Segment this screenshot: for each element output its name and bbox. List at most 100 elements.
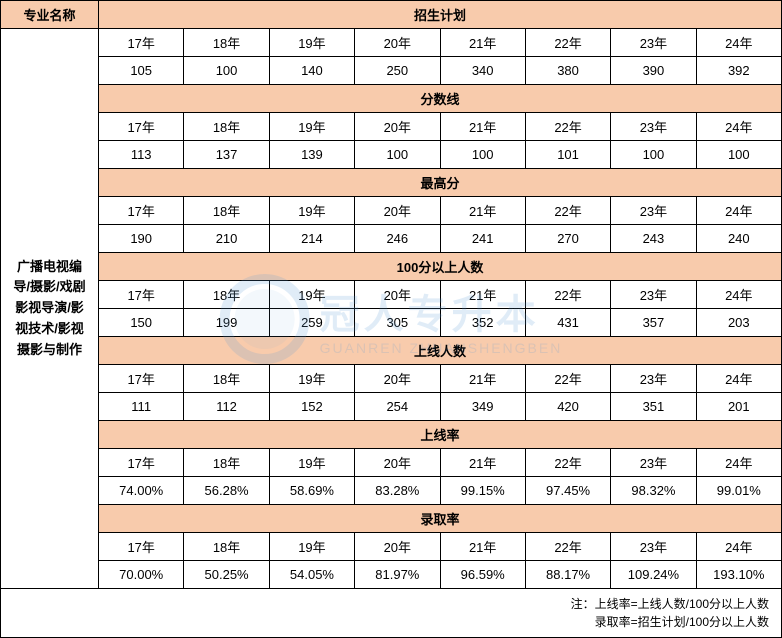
value-cell-0-1: 100 bbox=[184, 57, 269, 85]
value-cell-1-5: 101 bbox=[525, 141, 610, 169]
value-cell-2-1: 210 bbox=[184, 225, 269, 253]
year-cell-5-2: 19年 bbox=[269, 449, 354, 477]
value-cell-3-6: 357 bbox=[611, 309, 696, 337]
value-cell-0-4: 340 bbox=[440, 57, 525, 85]
value-cell-4-7: 201 bbox=[696, 393, 781, 421]
value-cell-4-0: 111 bbox=[99, 393, 184, 421]
year-cell-0-5: 22年 bbox=[525, 29, 610, 57]
year-cell-0-4: 21年 bbox=[440, 29, 525, 57]
value-cell-4-1: 112 bbox=[184, 393, 269, 421]
value-cell-3-1: 199 bbox=[184, 309, 269, 337]
year-cell-2-2: 19年 bbox=[269, 197, 354, 225]
year-cell-1-1: 18年 bbox=[184, 113, 269, 141]
note-empty bbox=[1, 589, 99, 638]
year-cell-6-3: 20年 bbox=[355, 533, 440, 561]
value-cell-5-6: 98.32% bbox=[611, 477, 696, 505]
year-cell-2-4: 21年 bbox=[440, 197, 525, 225]
year-cell-5-3: 20年 bbox=[355, 449, 440, 477]
value-cell-5-7: 99.01% bbox=[696, 477, 781, 505]
value-cell-3-5: 431 bbox=[525, 309, 610, 337]
value-cell-3-4: 352 bbox=[440, 309, 525, 337]
year-cell-2-5: 22年 bbox=[525, 197, 610, 225]
value-cell-1-3: 100 bbox=[355, 141, 440, 169]
year-cell-2-7: 24年 bbox=[696, 197, 781, 225]
year-cell-4-4: 21年 bbox=[440, 365, 525, 393]
year-cell-1-7: 24年 bbox=[696, 113, 781, 141]
value-cell-3-7: 203 bbox=[696, 309, 781, 337]
year-cell-0-6: 23年 bbox=[611, 29, 696, 57]
value-cell-4-5: 420 bbox=[525, 393, 610, 421]
major-name-cell: 广播电视编导/摄影/戏剧影视导演/影视技术/影视摄影与制作 bbox=[1, 29, 99, 589]
year-cell-4-1: 18年 bbox=[184, 365, 269, 393]
year-cell-5-6: 23年 bbox=[611, 449, 696, 477]
year-cell-3-0: 17年 bbox=[99, 281, 184, 309]
year-cell-2-0: 17年 bbox=[99, 197, 184, 225]
section-title-6: 录取率 bbox=[99, 505, 782, 533]
value-cell-4-2: 152 bbox=[269, 393, 354, 421]
year-cell-1-4: 21年 bbox=[440, 113, 525, 141]
year-cell-0-1: 18年 bbox=[184, 29, 269, 57]
year-cell-2-3: 20年 bbox=[355, 197, 440, 225]
value-cell-4-4: 349 bbox=[440, 393, 525, 421]
section-title-3: 100分以上人数 bbox=[99, 253, 782, 281]
value-cell-0-0: 105 bbox=[99, 57, 184, 85]
year-cell-5-0: 17年 bbox=[99, 449, 184, 477]
year-cell-2-1: 18年 bbox=[184, 197, 269, 225]
value-cell-0-7: 392 bbox=[696, 57, 781, 85]
year-cell-6-7: 24年 bbox=[696, 533, 781, 561]
value-cell-5-2: 58.69% bbox=[269, 477, 354, 505]
value-cell-2-5: 270 bbox=[525, 225, 610, 253]
value-cell-1-6: 100 bbox=[611, 141, 696, 169]
value-cell-6-4: 96.59% bbox=[440, 561, 525, 589]
value-cell-3-3: 305 bbox=[355, 309, 440, 337]
value-cell-1-0: 113 bbox=[99, 141, 184, 169]
value-cell-0-5: 380 bbox=[525, 57, 610, 85]
data-table: 专业名称招生计划广播电视编导/摄影/戏剧影视导演/影视技术/影视摄影与制作17年… bbox=[0, 0, 782, 638]
year-cell-0-3: 20年 bbox=[355, 29, 440, 57]
year-cell-1-6: 23年 bbox=[611, 113, 696, 141]
year-cell-5-5: 22年 bbox=[525, 449, 610, 477]
value-cell-3-0: 150 bbox=[99, 309, 184, 337]
value-cell-2-4: 241 bbox=[440, 225, 525, 253]
section-title-4: 上线人数 bbox=[99, 337, 782, 365]
value-cell-0-2: 140 bbox=[269, 57, 354, 85]
year-cell-5-4: 21年 bbox=[440, 449, 525, 477]
value-cell-6-7: 193.10% bbox=[696, 561, 781, 589]
year-cell-3-7: 24年 bbox=[696, 281, 781, 309]
value-cell-0-3: 250 bbox=[355, 57, 440, 85]
value-cell-5-1: 56.28% bbox=[184, 477, 269, 505]
value-cell-6-5: 88.17% bbox=[525, 561, 610, 589]
year-cell-0-0: 17年 bbox=[99, 29, 184, 57]
year-cell-3-4: 21年 bbox=[440, 281, 525, 309]
year-cell-0-2: 19年 bbox=[269, 29, 354, 57]
value-cell-1-1: 137 bbox=[184, 141, 269, 169]
year-cell-0-7: 24年 bbox=[696, 29, 781, 57]
year-cell-3-1: 18年 bbox=[184, 281, 269, 309]
table-container: 冠人专升本 GUANREN ZHUANSHENGBEN 专业名称招生计划广播电视… bbox=[0, 0, 782, 638]
value-cell-5-5: 97.45% bbox=[525, 477, 610, 505]
value-cell-6-0: 70.00% bbox=[99, 561, 184, 589]
year-cell-6-5: 22年 bbox=[525, 533, 610, 561]
value-cell-6-1: 50.25% bbox=[184, 561, 269, 589]
value-cell-5-3: 83.28% bbox=[355, 477, 440, 505]
value-cell-3-2: 259 bbox=[269, 309, 354, 337]
year-cell-3-6: 23年 bbox=[611, 281, 696, 309]
value-cell-6-2: 54.05% bbox=[269, 561, 354, 589]
value-cell-4-6: 351 bbox=[611, 393, 696, 421]
value-cell-5-4: 99.15% bbox=[440, 477, 525, 505]
value-cell-1-4: 100 bbox=[440, 141, 525, 169]
year-cell-6-2: 19年 bbox=[269, 533, 354, 561]
note-cell: 注：上线率=上线人数/100分以上人数 录取率=招生计划/100分以上人数 bbox=[99, 589, 782, 638]
year-cell-4-0: 17年 bbox=[99, 365, 184, 393]
year-cell-3-2: 19年 bbox=[269, 281, 354, 309]
value-cell-1-7: 100 bbox=[696, 141, 781, 169]
year-cell-6-4: 21年 bbox=[440, 533, 525, 561]
year-cell-5-7: 24年 bbox=[696, 449, 781, 477]
value-cell-2-7: 240 bbox=[696, 225, 781, 253]
year-cell-6-6: 23年 bbox=[611, 533, 696, 561]
section-title-5: 上线率 bbox=[99, 421, 782, 449]
section-title-0: 招生计划 bbox=[99, 1, 782, 29]
year-cell-4-7: 24年 bbox=[696, 365, 781, 393]
year-cell-4-2: 19年 bbox=[269, 365, 354, 393]
value-cell-6-3: 81.97% bbox=[355, 561, 440, 589]
